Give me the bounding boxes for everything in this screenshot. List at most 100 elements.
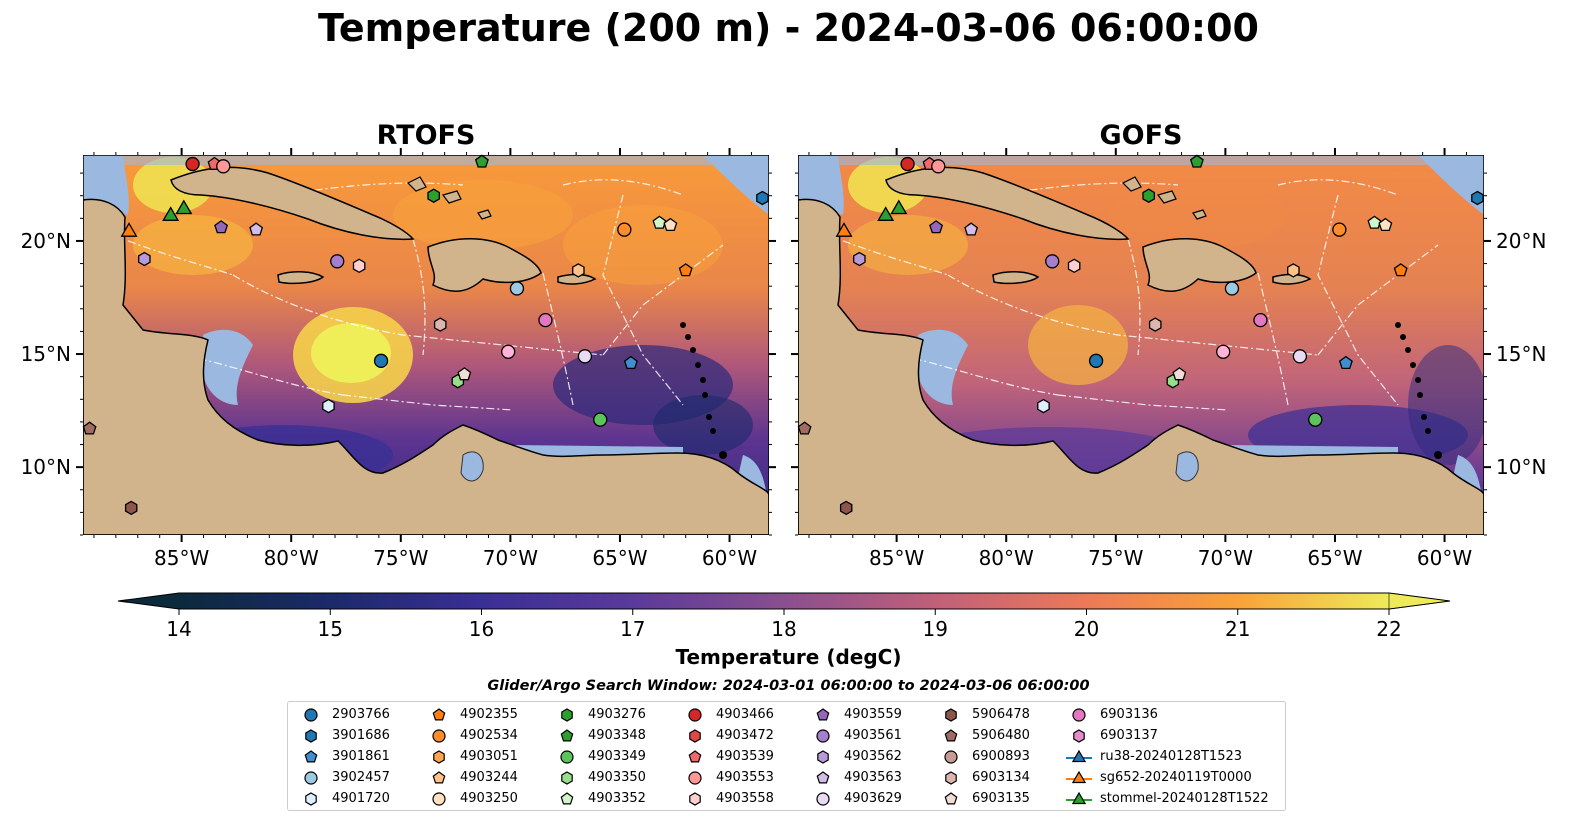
legend-marker-icon: [305, 791, 317, 806]
legend-marker-icon: [305, 728, 317, 743]
legend-label: ru38-20240128T1523: [1100, 749, 1243, 764]
legend-marker-icon: [1066, 770, 1092, 783]
legend-item: 4903348: [552, 725, 646, 746]
legend-label: 4903352: [588, 791, 646, 806]
argo-float-marker: [964, 222, 979, 236]
lat-tick-label: 20°N: [21, 229, 71, 253]
lon-tick-label: 85°W: [154, 546, 209, 570]
legend-label: 4903539: [716, 749, 774, 764]
legend-item: 6903137: [1064, 725, 1269, 746]
lon-tick-label: 60°W: [702, 546, 757, 570]
lon-tick-label: 75°W: [373, 546, 428, 570]
glider-marker: [120, 222, 138, 237]
lon-tick-label: 60°W: [1417, 546, 1472, 570]
legend-item: 4903466: [680, 704, 774, 725]
legend-item: 4903562: [808, 746, 902, 767]
colorbar: 14 15 16 17 18 19 20 21 22: [117, 592, 1451, 640]
marker-layer: [82, 154, 1484, 516]
legend-item: 4903276: [552, 704, 646, 725]
legend-item: 5906478: [936, 704, 1030, 725]
argo-float-marker: [1216, 344, 1231, 359]
legend-item: 4903250: [424, 788, 518, 809]
legend-label: 4903472: [716, 728, 774, 743]
argo-float-marker: [1471, 190, 1484, 206]
argo-float-marker: [330, 254, 345, 269]
argo-float-marker: [1067, 258, 1081, 274]
legend-label: 4903558: [716, 791, 774, 806]
legend-marker-icon: [561, 707, 573, 722]
legend-marker-icon: [944, 791, 958, 804]
legend-item: 4903539: [680, 746, 774, 767]
legend-label: 4903559: [844, 707, 902, 722]
legend-label: 4903349: [588, 749, 646, 764]
legend-item: 6903136: [1064, 704, 1269, 725]
legend-marker-icon: [1066, 749, 1092, 762]
legend-marker-icon: [945, 770, 957, 785]
argo-float-marker: [931, 159, 946, 174]
legend-item: 3901686: [296, 725, 390, 746]
lon-tick-label: 80°W: [264, 546, 319, 570]
lat-tick-label: 15°N: [21, 342, 71, 366]
legend-label: stommel-20240128T1522: [1100, 791, 1269, 806]
legend-marker-icon: [944, 749, 958, 764]
legend-label: 4902534: [460, 728, 518, 743]
legend-label: 3901861: [332, 749, 390, 764]
legend-item: 4903559: [808, 704, 902, 725]
colorbar-label: Temperature (degC): [675, 645, 902, 669]
legend-item: stommel-20240128T1522: [1064, 788, 1269, 809]
legend-item: 4903558: [680, 788, 774, 809]
legend-item: 4903352: [552, 788, 646, 809]
colorbar-tick-label: 16: [469, 617, 494, 640]
map-panel-gofs: [798, 155, 1484, 535]
legend-label: 4903466: [716, 707, 774, 722]
legend-marker-icon: [560, 749, 574, 764]
legend-item: sg652-20240119T0000: [1064, 767, 1269, 788]
argo-float-marker: [501, 344, 516, 359]
colorbar-tick-label: 18: [771, 617, 796, 640]
legend-label: 4901720: [332, 791, 390, 806]
legend-item: 4902534: [424, 725, 518, 746]
legend-marker-icon: [816, 728, 830, 743]
argo-float-marker: [373, 353, 389, 368]
argo-float-marker: [797, 421, 812, 435]
legend-marker-icon: [689, 728, 701, 743]
legend-marker-icon: [304, 749, 318, 762]
argo-float-marker: [1189, 154, 1204, 168]
glider-marker: [175, 199, 193, 215]
panel-title-rtofs: RTOFS: [376, 120, 476, 151]
legend-label: 6900893: [972, 749, 1030, 764]
glider-marker: [877, 206, 895, 221]
argo-float-marker: [577, 349, 593, 364]
legend-marker-icon: [816, 791, 830, 806]
argo-float-marker: [1045, 254, 1060, 269]
legend-marker-icon: [561, 770, 573, 785]
legend-label: 4903348: [588, 728, 646, 743]
argo-float-marker: [678, 263, 693, 277]
legend-label: 4903562: [844, 749, 902, 764]
legend-marker-icon: [688, 770, 702, 785]
map-figure: 85°W 80°W 75°W 70°W 65°W 60°W 20°N 15°N 10°N 85°W…: [21, 148, 1546, 640]
legend-item: 3902457: [296, 767, 390, 788]
argo-float-marker: [1142, 188, 1155, 203]
legend-column: 4902355 4902534 4903051 4903244 4903250: [424, 704, 518, 809]
legend-label: 4903563: [844, 770, 902, 785]
legend-item: ru38-20240128T1523: [1064, 746, 1269, 767]
legend-label: 6903137: [1100, 728, 1158, 743]
argo-float-marker: [900, 156, 915, 172]
legend-item: 4903349: [552, 746, 646, 767]
colorbar-tick-label: 21: [1225, 617, 1250, 640]
glider-marker: [162, 206, 180, 221]
legend-marker-icon: [560, 791, 574, 804]
legend-item: 4903472: [680, 725, 774, 746]
legend-marker-icon: [304, 707, 318, 722]
argo-float-marker: [1338, 355, 1353, 370]
argo-float-marker: [1367, 215, 1382, 229]
argo-float-marker: [1292, 349, 1308, 364]
argo-float-marker: [1037, 398, 1050, 414]
argo-float-marker: [1287, 263, 1300, 278]
argo-float-marker: [433, 317, 447, 332]
argo-float-marker: [538, 312, 553, 328]
lat-tick-label: 10°N: [1496, 455, 1546, 479]
legend-column: 2903766 3901686 3901861 3902457 4901720: [296, 704, 390, 809]
legend-item: 4903350: [552, 767, 646, 788]
